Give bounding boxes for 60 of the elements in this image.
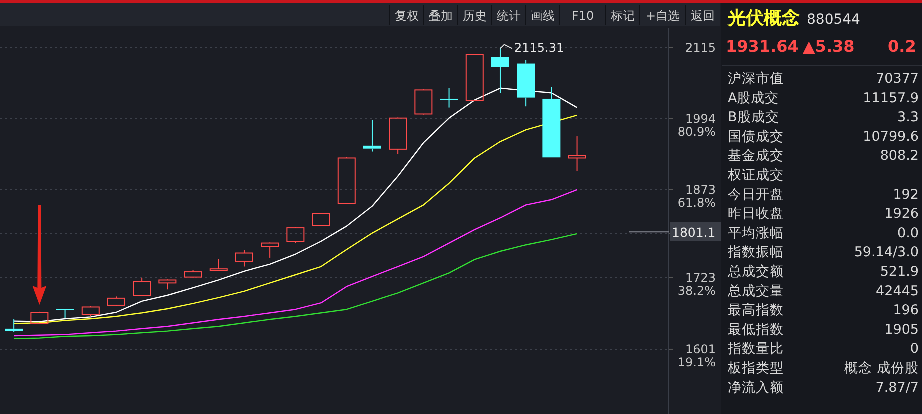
y-tick-label: 1601 xyxy=(685,342,716,356)
category-label: 净流入额 xyxy=(728,380,784,396)
text: ▲5.38 xyxy=(803,37,855,56)
text: 1905 xyxy=(884,322,919,338)
text: 42445 xyxy=(876,283,919,300)
category-label: 总成交额 xyxy=(727,264,784,280)
category-label: 今日开盘 xyxy=(728,186,784,203)
text: 196 xyxy=(893,302,919,319)
y-tick-label: 1723 xyxy=(685,270,716,285)
text: 1926 xyxy=(884,206,919,222)
category-label: 指数量比 xyxy=(727,341,784,358)
category-label: B股成交 xyxy=(728,110,780,126)
line-series xyxy=(14,189,578,337)
category-label: 平均涨幅 xyxy=(728,225,784,242)
text: 历史 xyxy=(463,9,487,23)
y-tick-label: 1873 xyxy=(685,182,716,197)
category-label: 昨日收盘 xyxy=(728,206,784,222)
ref-line-label: 1801.1 xyxy=(672,225,716,240)
text: 10799.6 xyxy=(863,128,919,145)
text: 70377 xyxy=(876,71,919,87)
text: +自选 xyxy=(646,9,680,23)
text: 1931.64 xyxy=(726,37,799,56)
text: 统计 xyxy=(497,9,521,23)
text: 返回 xyxy=(691,9,715,23)
category-label: 总成交量 xyxy=(727,283,784,300)
text: 光伏概念 xyxy=(727,8,800,29)
y2-tick-label: 38.2% xyxy=(678,284,716,298)
y-tick-label: 1994 xyxy=(685,112,716,126)
text: 521.9 xyxy=(880,264,919,280)
text: 叠加 xyxy=(429,9,453,23)
text: 标记 xyxy=(610,9,635,23)
category-label: 最高指数 xyxy=(728,302,784,319)
text: 808.2 xyxy=(880,148,919,164)
category-label: 指数振幅 xyxy=(727,244,784,261)
text: 0 xyxy=(910,341,919,358)
text: 画线 xyxy=(531,9,555,23)
category-label: 板指类型 xyxy=(727,360,784,376)
text: 11157.9 xyxy=(863,90,919,106)
text: 0.2 xyxy=(888,37,916,56)
y2-tick-label: 19.1% xyxy=(678,355,716,370)
text: 复权 xyxy=(395,9,419,23)
text: F10 xyxy=(572,9,594,23)
text: 192 xyxy=(893,186,919,203)
y-tick-label: 2115 xyxy=(685,40,716,55)
category-label: 最低指数 xyxy=(728,322,784,338)
y2-tick-label: 61.8% xyxy=(678,196,716,210)
annotation: 2115.31 xyxy=(514,40,564,55)
text: 3.3 xyxy=(898,110,919,126)
category-label: 国债成交 xyxy=(728,128,784,145)
text: 概念 成份股 xyxy=(844,360,919,376)
y2-tick-label: 80.9% xyxy=(678,125,716,139)
text: 880544 xyxy=(807,12,861,28)
text: 0.0 xyxy=(898,225,919,242)
category-label: 基金成交 xyxy=(728,148,784,164)
category-label: 权证成交 xyxy=(727,168,784,184)
line-series xyxy=(14,233,578,340)
category-label: 沪深市值 xyxy=(728,71,784,87)
text: 7.87/7 xyxy=(876,380,919,396)
category-label: A股成交 xyxy=(728,90,780,106)
text: 59.14/3.0 xyxy=(854,244,919,261)
